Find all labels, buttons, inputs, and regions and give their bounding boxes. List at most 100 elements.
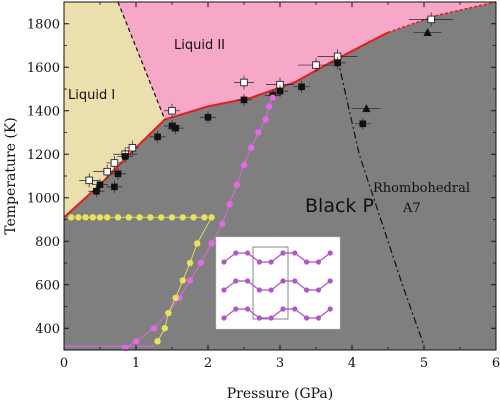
- yellow-point: [96, 214, 104, 221]
- yellow-point: [179, 277, 186, 284]
- atom: [315, 315, 321, 321]
- liquid-i-region: [64, 2, 165, 218]
- atom: [315, 259, 321, 265]
- y-tick-label: 400: [35, 322, 60, 337]
- filled-square-point: [204, 113, 212, 121]
- axes: 0 1 2 3 4 5 6 400 600 800 1000 1200 1400 1600 1800: [27, 1, 500, 371]
- yellow-point: [158, 214, 165, 221]
- atom: [280, 250, 286, 256]
- yellow-point: [161, 325, 168, 332]
- x-tick-label: 2: [204, 356, 212, 371]
- yellow-point: [104, 214, 111, 221]
- y-tick-label: 600: [35, 278, 60, 293]
- atom: [304, 287, 310, 293]
- atom: [233, 278, 239, 284]
- liquid-i-label: Liquid I: [68, 88, 115, 103]
- atom: [268, 259, 274, 265]
- yellow-point: [201, 214, 208, 221]
- filled-square-point: [359, 120, 367, 128]
- yellow-point: [82, 214, 89, 221]
- x-tick-label: 0: [60, 356, 68, 371]
- atom: [233, 306, 239, 312]
- magenta-point: [266, 103, 273, 110]
- filled-square-point: [172, 124, 179, 132]
- a7-boundary: [337, 58, 425, 346]
- data-points: [68, 12, 454, 352]
- yellow-point: [172, 294, 179, 301]
- magenta-point: [219, 220, 226, 228]
- a7-label: A7: [402, 201, 421, 216]
- open-square-point: [128, 143, 137, 152]
- atom: [304, 315, 310, 321]
- magenta-point: [186, 277, 194, 284]
- filled-triangle-point: [423, 27, 432, 36]
- atom: [268, 287, 274, 293]
- yellow-point: [186, 259, 194, 267]
- atom: [245, 306, 251, 312]
- magenta-point: [248, 144, 255, 151]
- filled-square-point: [121, 153, 129, 160]
- open-square-point: [85, 176, 93, 185]
- atom: [280, 278, 286, 284]
- y-axis-title: Temperature (K): [3, 117, 19, 235]
- magenta-point: [269, 94, 276, 101]
- y-tick-label: 1400: [27, 104, 60, 119]
- x-tick-label: 1: [132, 356, 140, 371]
- open-square-point: [168, 106, 176, 115]
- atom: [221, 315, 227, 321]
- atom: [221, 287, 227, 293]
- magenta-point: [262, 116, 269, 123]
- liquid-ii-label: Liquid II: [174, 38, 225, 53]
- magenta-point: [197, 259, 204, 267]
- atom: [233, 250, 239, 256]
- filled-square-point: [154, 133, 161, 141]
- atom: [292, 250, 298, 256]
- filled-square-point: [96, 181, 104, 188]
- x-tick-label: 5: [420, 356, 428, 371]
- yellow-point: [125, 214, 132, 221]
- atom: [315, 287, 321, 293]
- x-axis-title: Pressure (GPa): [227, 386, 333, 402]
- yellow-point: [154, 338, 161, 345]
- filled-square-point: [168, 122, 176, 130]
- yellow-point: [208, 214, 215, 221]
- filled-square-point: [276, 87, 284, 95]
- magenta-point: [233, 181, 240, 188]
- melting-curve-extrapolated: [387, 1, 497, 34]
- filled-square-point: [93, 187, 100, 195]
- atom: [292, 278, 298, 284]
- atom: [327, 250, 333, 256]
- open-square-point: [312, 61, 320, 69]
- magenta-point: [226, 201, 233, 208]
- yellow-point: [114, 214, 122, 221]
- atom: [245, 278, 251, 284]
- yellow-point: [190, 214, 197, 221]
- atom: [292, 306, 298, 312]
- atom: [256, 287, 262, 293]
- y-tick-label: 800: [35, 235, 60, 250]
- x-tick-label: 4: [348, 356, 356, 371]
- atom: [256, 315, 262, 321]
- atom: [256, 259, 262, 265]
- atom: [245, 250, 251, 256]
- atom: [268, 315, 274, 321]
- yellow-point: [136, 214, 143, 221]
- black-p-crystal-inset: [215, 236, 341, 330]
- filled-square-point: [114, 170, 122, 178]
- rhombohedral-label: Rhombohedral: [373, 181, 470, 196]
- atom: [327, 278, 333, 284]
- atom: [304, 259, 310, 265]
- x-tick-label: 6: [492, 356, 500, 371]
- yellow-point: [147, 214, 154, 221]
- magenta-point: [240, 161, 248, 169]
- yellow-point: [168, 214, 176, 221]
- melting-curve: [63, 31, 389, 219]
- y-tick-label: 1000: [27, 191, 60, 206]
- y-tick-label: 1200: [27, 148, 60, 163]
- magenta-point: [122, 344, 129, 352]
- atom: [327, 306, 333, 312]
- magenta-point: [132, 338, 140, 345]
- y-tick-label: 1800: [27, 17, 60, 32]
- open-square-point: [427, 15, 435, 24]
